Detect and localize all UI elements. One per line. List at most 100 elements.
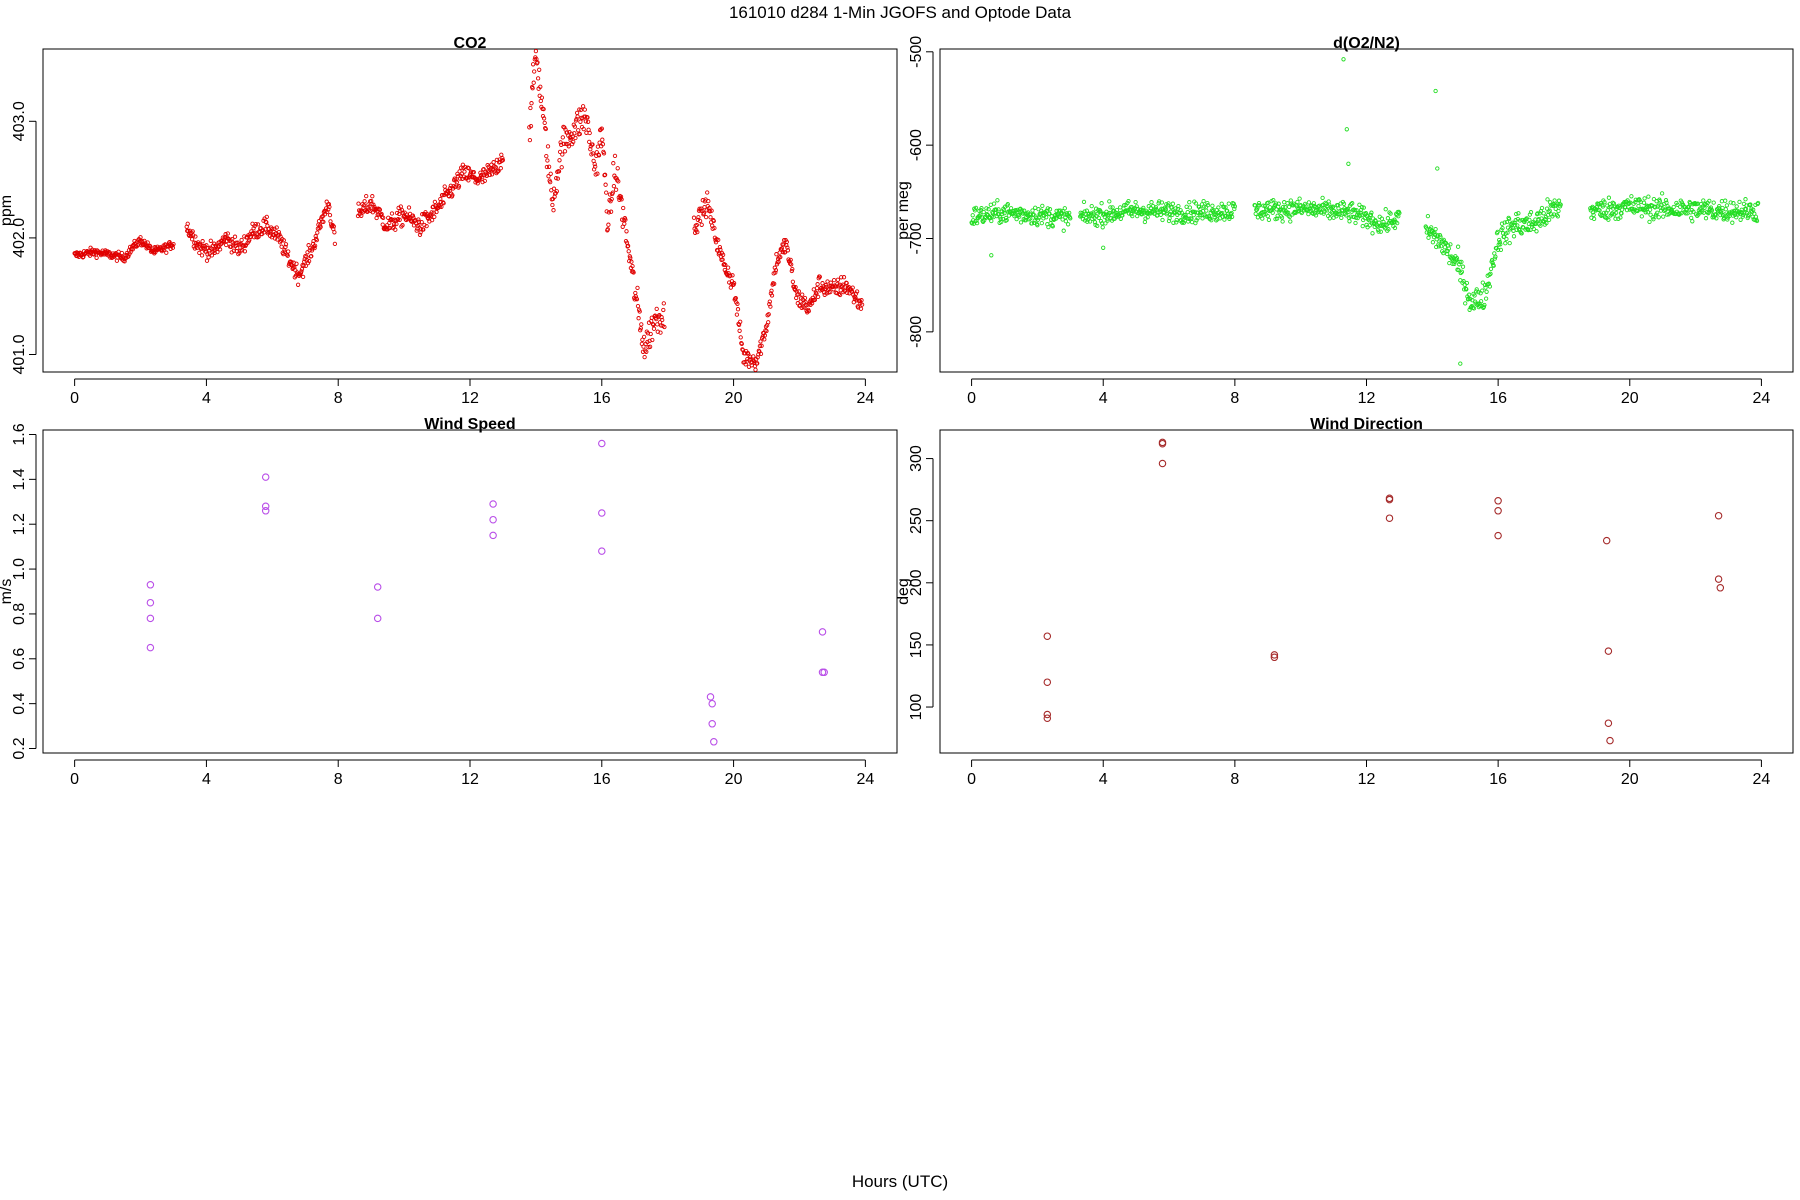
data-point (418, 227, 424, 232)
plot-frame (42, 48, 898, 373)
data-point (232, 234, 238, 239)
data-point (562, 149, 568, 154)
data-point (450, 193, 455, 198)
data-point (831, 277, 837, 283)
data-point (815, 294, 821, 300)
data-point (647, 344, 653, 349)
data-point (820, 668, 828, 677)
data-point (1714, 216, 1719, 221)
data-point (1227, 216, 1232, 221)
data-point (625, 243, 631, 249)
data-point (611, 183, 617, 189)
data-point (1443, 241, 1449, 246)
data-point (146, 614, 155, 623)
data-point (1357, 202, 1362, 207)
data-point (1730, 220, 1735, 225)
data-point (611, 161, 616, 166)
data-point (359, 213, 364, 218)
data-point (538, 84, 543, 89)
data-point (1295, 199, 1300, 205)
x-tick-label: 12 (461, 771, 479, 788)
data-point (604, 209, 609, 214)
data-point (1647, 219, 1652, 225)
data-point (1165, 203, 1171, 208)
data-point (1545, 197, 1550, 202)
data-point (222, 234, 228, 240)
data-point (283, 244, 288, 250)
data-point (1514, 211, 1519, 217)
data-point (1691, 209, 1696, 214)
data-point (1723, 207, 1728, 212)
data-point (990, 211, 996, 216)
x-tick-label: 20 (725, 771, 743, 788)
x-tick-label: 4 (1099, 390, 1108, 407)
data-point (555, 176, 561, 181)
data-point (762, 333, 768, 338)
data-point (1153, 205, 1159, 210)
data-point (1167, 211, 1173, 217)
data-point (422, 212, 428, 217)
data-point (1047, 211, 1052, 216)
data-point (738, 335, 743, 340)
data-point (167, 239, 172, 245)
data-point (189, 237, 195, 242)
data-point (538, 98, 543, 104)
data-point (421, 227, 426, 232)
data-point (600, 137, 605, 142)
panel-title: d(O2/N2) (1333, 35, 1400, 52)
data-point (1222, 217, 1227, 222)
data-point (471, 170, 476, 175)
x-tick-label: 16 (1489, 390, 1507, 407)
data-point (599, 126, 604, 131)
data-point (624, 229, 629, 234)
data-point (1434, 237, 1439, 242)
data-point (1003, 215, 1009, 221)
data-point (815, 282, 820, 287)
data-point (706, 693, 715, 701)
data-point (769, 288, 774, 293)
data-point (989, 253, 994, 258)
data-point (789, 268, 794, 274)
data-point (251, 226, 256, 231)
plot-frame (939, 48, 1794, 373)
data-point (1466, 292, 1472, 297)
data-point (1334, 214, 1339, 219)
data-point (1377, 214, 1382, 219)
data-point (215, 249, 220, 255)
data-point (609, 196, 614, 202)
data-point (192, 240, 197, 245)
data-point (1216, 205, 1221, 210)
y-tick-label: 0.8 (11, 603, 28, 625)
data-point (759, 343, 764, 348)
data-point (1229, 214, 1235, 219)
data-point (1232, 204, 1238, 209)
data-point (419, 219, 424, 225)
data-point (1464, 280, 1470, 286)
data-point (1740, 210, 1745, 215)
data-point (1546, 209, 1551, 214)
data-point (1604, 719, 1613, 727)
data-point (703, 214, 709, 220)
data-point (1683, 211, 1688, 216)
data-point (1270, 653, 1279, 662)
data-point (1600, 204, 1606, 209)
panel-1: CO2 0 4 8 12 16 20 24 401.0 402.0 403.0 ppm (0, 35, 898, 407)
data-point (582, 107, 587, 112)
data-point (138, 235, 143, 240)
data-point (1633, 200, 1638, 205)
data-point (286, 249, 291, 254)
data-point (1738, 217, 1743, 222)
data-point (1709, 207, 1715, 213)
data-point (1045, 206, 1050, 211)
data-point (695, 217, 701, 223)
data-point (1170, 201, 1176, 206)
data-point (1038, 211, 1043, 216)
x-tick-label: 8 (334, 771, 343, 788)
data-point (818, 628, 827, 636)
data-point (853, 291, 859, 296)
data-point (119, 250, 125, 256)
data-point (785, 248, 791, 253)
data-point (1303, 203, 1308, 208)
data-point (773, 270, 778, 275)
data-point (1457, 259, 1462, 265)
